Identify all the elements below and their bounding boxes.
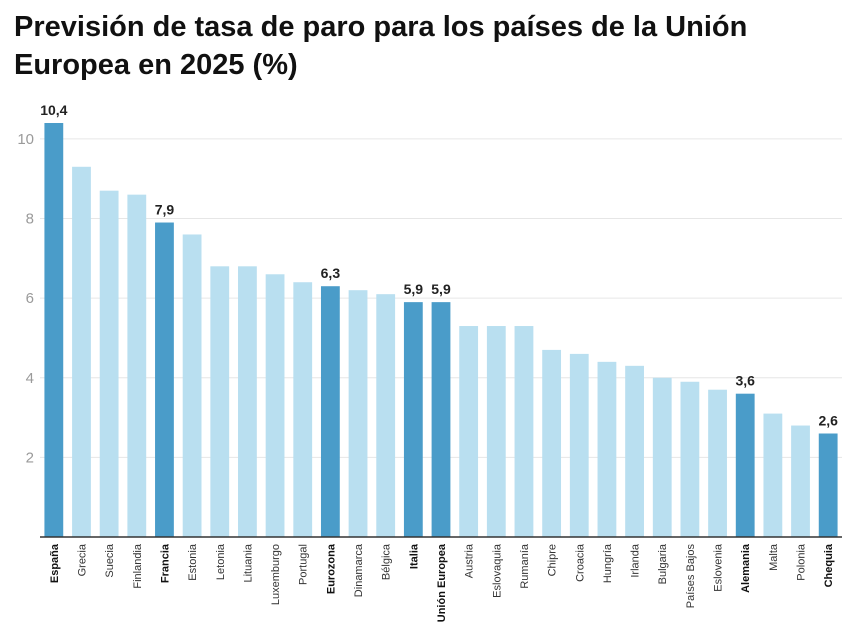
bar — [44, 123, 64, 537]
x-tick-label: Francia — [159, 543, 171, 583]
x-tick-label: Portugal — [298, 544, 310, 585]
bar — [735, 393, 755, 537]
x-tick-label: Croacia — [574, 543, 586, 582]
data-label: 10,4 — [40, 102, 67, 118]
bar — [431, 302, 451, 537]
bar — [348, 290, 368, 537]
data-label: 7,9 — [155, 202, 175, 218]
bar — [127, 194, 147, 537]
data-label: 3,6 — [735, 373, 755, 389]
data-labels: 10,4 7,9 6,3 5,9 5,9 3,6 2,6 — [40, 102, 838, 429]
bar — [72, 166, 91, 538]
bar — [155, 222, 174, 537]
x-tick-label: Polonia — [796, 543, 808, 581]
bar — [320, 286, 340, 537]
x-tick-label: Chequia — [823, 543, 835, 587]
x-tick-label: Bulgaria — [657, 543, 669, 584]
bar — [293, 282, 313, 537]
bar — [265, 274, 285, 537]
data-label: 2,6 — [818, 413, 838, 429]
x-tick-label: Estonia — [187, 543, 199, 581]
bar — [459, 326, 479, 537]
x-tick-label: Austria — [464, 543, 476, 578]
bar — [680, 381, 700, 537]
y-axis-ticks: 2 4 6 8 10 — [17, 131, 34, 466]
x-tick-label: Países Bajos — [685, 544, 697, 609]
x-tick-label: Malta — [768, 543, 780, 571]
bar — [182, 234, 202, 537]
bars — [44, 123, 838, 538]
bar — [99, 190, 119, 537]
x-tick-label: Chipre — [547, 544, 559, 576]
y-tick-label: 4 — [26, 370, 34, 387]
x-tick-label: Lituania — [242, 543, 254, 582]
bar — [818, 433, 838, 537]
x-tick-label: Eslovenia — [713, 543, 725, 592]
x-tick-label: Dinamarca — [353, 543, 365, 597]
bar — [542, 349, 562, 537]
x-tick-label: Rumanía — [519, 543, 531, 589]
y-tick-label: 6 — [26, 290, 34, 307]
bar — [763, 413, 783, 537]
bar — [708, 389, 727, 537]
bar — [238, 266, 257, 537]
x-tick-label: Hungría — [602, 543, 614, 583]
x-tick-label: Letonia — [215, 543, 227, 580]
x-tick-label: Grecia — [76, 543, 88, 576]
chart-title: Previsión de tasa de paro para los paíse… — [14, 11, 748, 81]
x-tick-label: España — [49, 543, 61, 583]
x-tick-label: Bélgica — [381, 543, 393, 580]
data-label: 5,9 — [404, 281, 424, 297]
category-labels: España Grecia Suecia Finlandia Francia Estoni… — [49, 543, 835, 622]
y-tick-label: 2 — [26, 449, 34, 466]
x-tick-label: Unión Europea — [436, 543, 448, 622]
x-tick-label: Suecia — [104, 543, 116, 578]
data-label: 5,9 — [431, 281, 451, 297]
x-tick-label: Finlandia — [132, 543, 144, 589]
data-label: 6,3 — [321, 265, 341, 281]
x-tick-label: Alemania — [740, 543, 752, 593]
x-tick-label: Luxemburgo — [270, 544, 282, 605]
bar — [403, 302, 423, 537]
bar — [486, 326, 506, 537]
bar — [625, 365, 644, 537]
x-tick-label: Eslovaquia — [491, 543, 503, 598]
y-tick-label: 8 — [26, 211, 34, 228]
x-tick-label: Italia — [408, 543, 420, 569]
bar — [652, 377, 672, 537]
bar — [569, 353, 589, 537]
bar — [597, 361, 617, 537]
bar — [514, 326, 534, 537]
bar — [376, 294, 396, 537]
bar — [210, 266, 230, 537]
y-tick-label: 10 — [17, 131, 34, 148]
x-tick-label: Eurozona — [325, 543, 337, 594]
x-tick-label: Irlanda — [630, 543, 642, 578]
bar — [791, 425, 810, 537]
